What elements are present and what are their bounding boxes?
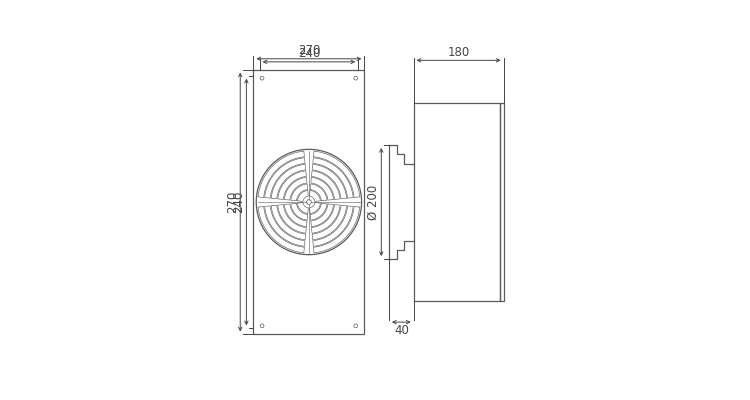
Text: 240: 240 — [232, 191, 244, 213]
Text: 270: 270 — [298, 44, 320, 57]
Bar — [254, 70, 364, 334]
Bar — [414, 104, 500, 300]
Text: 240: 240 — [298, 47, 320, 60]
Text: 40: 40 — [394, 324, 409, 337]
Text: Ø 200: Ø 200 — [367, 184, 380, 220]
Text: 180: 180 — [448, 46, 470, 59]
Text: 270: 270 — [226, 191, 238, 213]
Bar — [500, 104, 503, 300]
